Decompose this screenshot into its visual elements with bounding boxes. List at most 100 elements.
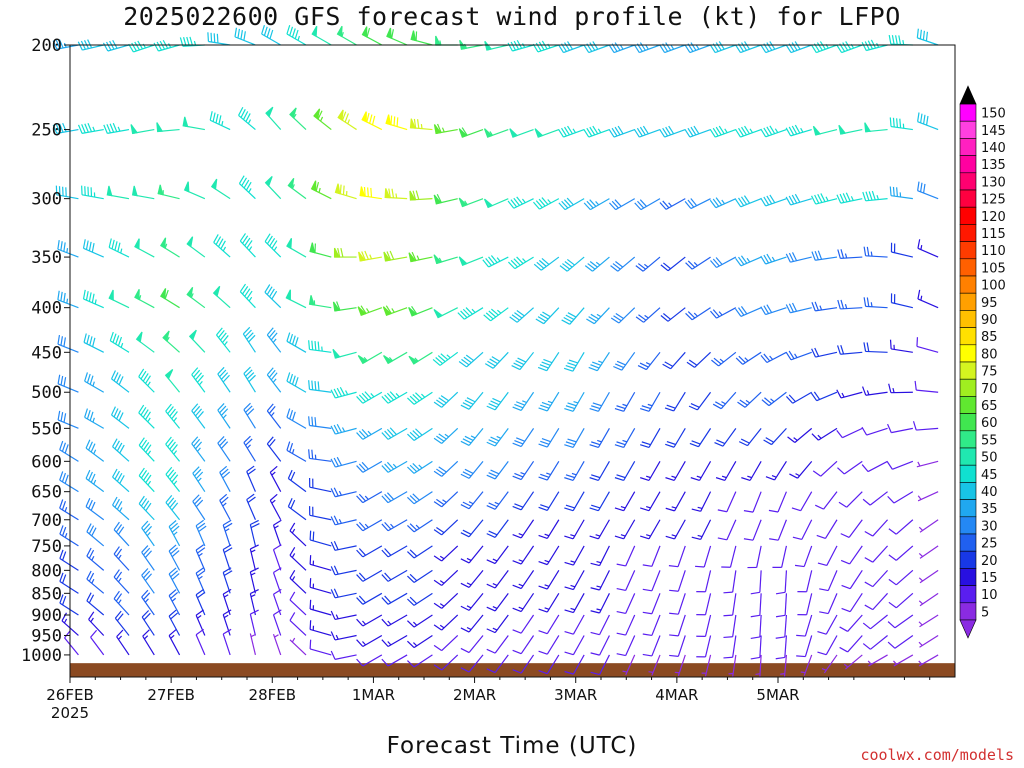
wind-barb bbox=[642, 614, 661, 637]
wind-barb bbox=[837, 460, 863, 475]
wind-barb bbox=[796, 635, 813, 658]
wind-barb bbox=[330, 588, 357, 599]
wind-barb bbox=[330, 423, 357, 435]
y-tick-label: 1000 bbox=[21, 646, 62, 666]
wind-barb bbox=[433, 519, 459, 536]
wind-barb bbox=[433, 545, 459, 562]
wind-barb bbox=[564, 614, 585, 635]
wind-barb bbox=[433, 491, 459, 508]
wind-barb bbox=[512, 428, 535, 448]
wind-barb bbox=[589, 428, 610, 448]
wind-barb bbox=[665, 491, 686, 512]
colorbar-label: 20 bbox=[981, 554, 998, 569]
wind-barb bbox=[760, 194, 787, 207]
wind-barb bbox=[614, 461, 636, 481]
wind-barb bbox=[563, 352, 585, 372]
wind-barb bbox=[917, 112, 939, 131]
wind-barb bbox=[689, 428, 712, 448]
wind-barb bbox=[760, 351, 787, 364]
wind-barb bbox=[538, 654, 560, 675]
wind-barb bbox=[484, 40, 509, 51]
wind-barb bbox=[509, 307, 534, 323]
wind-barb bbox=[407, 545, 433, 559]
wind-barb bbox=[863, 297, 888, 309]
wind-barb bbox=[407, 654, 433, 668]
wind-barb bbox=[195, 519, 207, 547]
wind-barb bbox=[917, 289, 939, 309]
wind-barb bbox=[249, 544, 259, 571]
wind-barb bbox=[210, 178, 231, 200]
wind-barb bbox=[750, 593, 762, 618]
wind-barb bbox=[157, 184, 180, 200]
wind-barb bbox=[564, 545, 585, 566]
wind-barb bbox=[916, 460, 939, 468]
wind-barb bbox=[309, 578, 332, 594]
wind-barb bbox=[583, 41, 610, 54]
colorbar-swatch bbox=[959, 206, 977, 225]
wind-barb bbox=[191, 436, 206, 462]
wind-barb bbox=[192, 494, 206, 521]
wind-barb bbox=[589, 491, 610, 512]
wind-barb bbox=[486, 592, 509, 612]
wind-barb bbox=[796, 614, 813, 637]
wind-barb bbox=[407, 519, 433, 533]
wind-barb bbox=[840, 545, 863, 565]
wind-barb bbox=[512, 570, 535, 590]
wind-barb bbox=[458, 197, 484, 208]
wind-barb bbox=[709, 197, 737, 209]
wind-barb bbox=[109, 331, 130, 353]
colorbar-label: 85 bbox=[981, 330, 998, 345]
wind-barb bbox=[381, 545, 408, 558]
wind-barb bbox=[57, 334, 79, 353]
wind-barb bbox=[836, 389, 863, 399]
wind-barb bbox=[616, 545, 636, 567]
wind-barb bbox=[59, 525, 79, 547]
wind-barb bbox=[690, 461, 712, 481]
wind-barb bbox=[407, 592, 433, 606]
wind-barb bbox=[286, 408, 307, 429]
wind-barb bbox=[841, 570, 863, 590]
wind-barb bbox=[483, 307, 509, 322]
wind-barb bbox=[249, 609, 259, 636]
wind-barb bbox=[381, 614, 408, 627]
wind-barb bbox=[356, 460, 383, 473]
wind-barb bbox=[755, 654, 762, 677]
y-tick-label: 750 bbox=[31, 537, 62, 557]
wind-barb bbox=[735, 41, 762, 54]
wind-barb bbox=[839, 635, 863, 653]
wind-barb bbox=[589, 461, 610, 481]
wind-barb bbox=[460, 545, 484, 564]
wind-barb bbox=[665, 461, 686, 481]
wind-barb bbox=[59, 440, 79, 462]
wind-barb bbox=[888, 383, 913, 394]
wind-barb bbox=[359, 186, 382, 200]
wind-barb bbox=[433, 614, 459, 631]
wind-barb bbox=[183, 181, 206, 200]
wind-barb bbox=[77, 122, 104, 134]
wind-barb bbox=[665, 428, 686, 448]
wind-barb bbox=[863, 246, 888, 258]
wind-barb bbox=[735, 306, 762, 317]
wind-barb bbox=[309, 477, 332, 493]
wind-barb bbox=[116, 629, 130, 656]
wind-barb bbox=[433, 254, 458, 265]
wind-barb bbox=[266, 403, 282, 429]
wind-barb bbox=[741, 461, 762, 481]
wind-barb bbox=[686, 351, 711, 368]
wind-barb bbox=[59, 549, 79, 571]
wind-barb bbox=[534, 128, 560, 138]
wind-barb bbox=[458, 256, 484, 266]
wind-barb bbox=[659, 125, 686, 138]
wind-barb bbox=[867, 654, 888, 667]
wind-barb bbox=[234, 27, 256, 46]
wind-barb bbox=[330, 565, 357, 576]
wind-barb bbox=[407, 614, 433, 628]
wind-barb bbox=[696, 614, 712, 637]
wind-barb bbox=[264, 233, 282, 258]
wind-barb bbox=[207, 32, 231, 46]
wind-barb bbox=[135, 331, 155, 353]
wind-barb bbox=[561, 307, 585, 325]
wind-barb bbox=[483, 198, 509, 209]
y-tick-label: 450 bbox=[31, 343, 62, 363]
wind-barb bbox=[564, 654, 585, 675]
